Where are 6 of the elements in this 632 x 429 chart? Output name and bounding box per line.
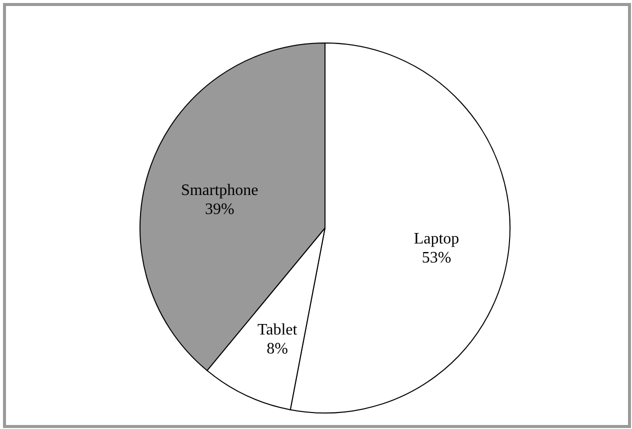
data-label: 53% — [422, 250, 452, 267]
slice-label: Smartphone — [180, 182, 258, 200]
data-label: 39% — [204, 201, 234, 218]
slice-label: Laptop — [414, 230, 460, 248]
data-label: 8% — [266, 340, 288, 358]
slice-label: Tablet — [257, 321, 298, 338]
